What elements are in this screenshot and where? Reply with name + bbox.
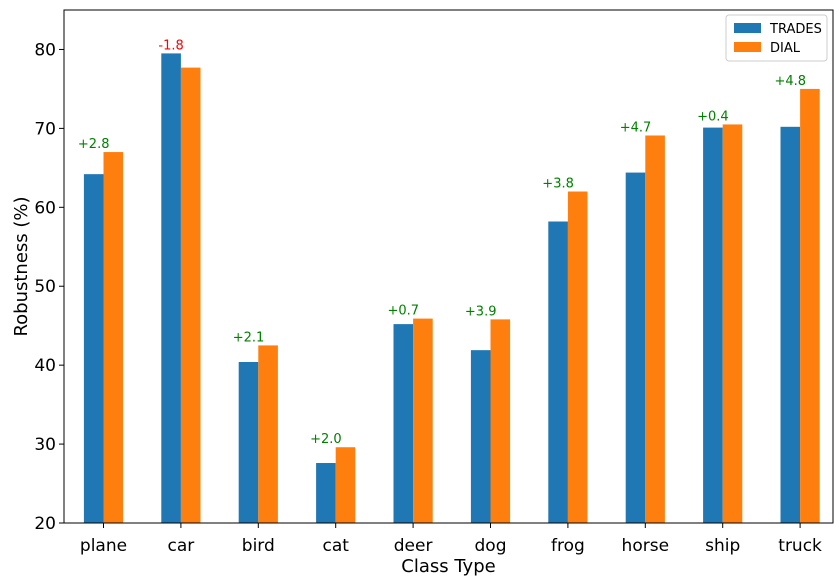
x-tick-label-frog: frog xyxy=(551,536,585,556)
delta-label-ship: +0.4 xyxy=(697,109,729,124)
bar-trades-dog xyxy=(470,350,491,523)
bar-trades-frog xyxy=(548,221,568,523)
y-tick-label-80: 80 xyxy=(34,40,56,60)
x-tick-label-horse: horse xyxy=(622,536,669,556)
bar-dial-cat xyxy=(335,447,356,523)
bar-dial-truck xyxy=(800,88,820,524)
bar-trades-plane xyxy=(83,174,104,523)
delta-label-bird: +2.1 xyxy=(233,330,265,345)
x-tick-label-bird: bird xyxy=(242,536,275,556)
y-tick-label-20: 20 xyxy=(34,514,56,534)
bar-trades-truck xyxy=(780,126,801,523)
legend-label-trades: TRADES xyxy=(769,22,822,37)
bar-dial-ship xyxy=(722,124,743,523)
bar-trades-cat xyxy=(316,463,336,523)
legend-swatch-trades xyxy=(734,23,761,33)
x-tick-label-ship: ship xyxy=(705,536,740,556)
delta-label-cat: +2.0 xyxy=(310,432,342,447)
bar-dial-bird xyxy=(258,345,278,523)
bar-trades-horse xyxy=(625,172,646,523)
bar-trades-ship xyxy=(703,127,723,523)
y-tick-label-50: 50 xyxy=(34,277,56,297)
bar-trades-bird xyxy=(238,362,259,523)
x-tick-label-truck: truck xyxy=(778,536,822,556)
plot-frame xyxy=(63,9,834,524)
delta-label-car: -1.8 xyxy=(158,38,183,53)
x-tick-label-dog: dog xyxy=(475,536,507,556)
legend-label-dial: DIAL xyxy=(770,41,801,56)
bar-dial-deer xyxy=(413,318,433,523)
x-tick-label-cat: cat xyxy=(322,536,349,556)
y-tick-label-70: 70 xyxy=(34,119,56,139)
y-tick-label-30: 30 xyxy=(34,435,56,455)
y-axis-label: Robustness (%) xyxy=(11,196,32,336)
delta-label-dog: +3.9 xyxy=(465,304,497,319)
x-tick-label-plane: plane xyxy=(80,536,127,556)
bar-trades-deer xyxy=(393,324,414,523)
bar-trades-car xyxy=(161,53,181,523)
legend: TRADES DIAL xyxy=(725,14,828,62)
y-tick-label-40: 40 xyxy=(34,356,56,376)
bar-dial-frog xyxy=(567,191,588,523)
delta-label-truck: +4.8 xyxy=(775,74,807,89)
delta-label-plane: +2.8 xyxy=(78,137,110,152)
delta-label-deer: +0.7 xyxy=(388,304,420,319)
bar-dial-plane xyxy=(103,152,124,523)
delta-label-horse: +4.7 xyxy=(620,120,652,135)
bar-dial-dog xyxy=(490,319,511,523)
axes-layer: 20 30 40 50 60 70 80 plane car bird cat deer dog frog… xyxy=(34,9,834,556)
bars-layer xyxy=(83,53,820,524)
x-axis-label: Class Type xyxy=(401,556,495,576)
x-tick-label-car: car xyxy=(168,536,195,556)
y-tick-label-60: 60 xyxy=(34,198,56,218)
x-tick-label-deer: deer xyxy=(394,536,433,556)
bar-dial-car xyxy=(180,67,201,524)
legend-swatch-dial xyxy=(734,42,761,52)
delta-label-frog: +3.8 xyxy=(542,177,574,192)
annotation-layer: +2.8 -1.8 +2.1 +2.0 +0.7 +3.9 +3.8 +4.7 +0.4 +4.8 xyxy=(78,38,806,447)
bar-dial-horse xyxy=(645,135,665,524)
